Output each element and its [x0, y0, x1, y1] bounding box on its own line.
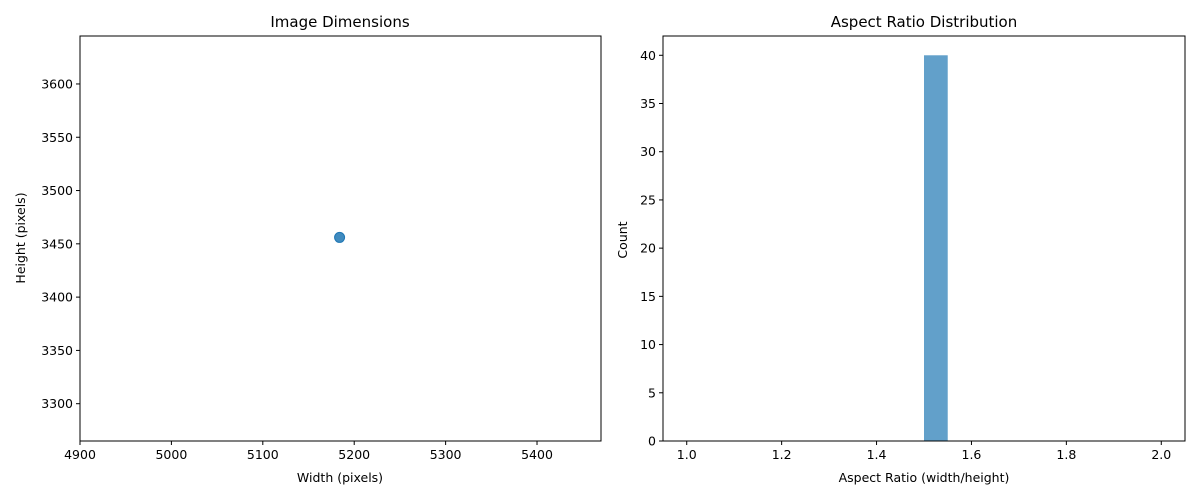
histogram-chart-title: Aspect Ratio Distribution — [831, 13, 1018, 31]
histogram-x-axis: 1.0 1.2 1.4 1.6 1.8 2.0 — [677, 441, 1171, 462]
scatter-y-tick-label: 3550 — [41, 130, 73, 145]
scatter-x-tick-label: 5400 — [521, 447, 553, 462]
histogram-x-tick-label: 1.4 — [867, 447, 887, 462]
histogram-x-tick-label: 2.0 — [1151, 447, 1171, 462]
scatter-x-tick-label: 5100 — [247, 447, 279, 462]
histogram-y-tick-label: 0 — [648, 434, 656, 449]
histogram-y-axis: 0 5 10 15 20 25 30 35 40 — [640, 48, 663, 449]
histogram-y-tick-label: 40 — [640, 48, 656, 63]
scatter-plot-frame — [79, 35, 602, 442]
scatter-y-tick-label: 3600 — [41, 76, 73, 91]
histogram-y-tick-label: 25 — [640, 192, 656, 207]
histogram-x-tick-label: 1.2 — [772, 447, 792, 462]
scatter-chart: Image Dimensions 4900 5000 5100 5200 5300 540… — [13, 13, 602, 485]
scatter-point — [334, 231, 346, 243]
scatter-x-axis-label: Width (pixels) — [297, 470, 383, 485]
histogram-y-tick-label: 30 — [640, 144, 656, 159]
scatter-x-tick-label: 4900 — [64, 447, 96, 462]
histogram-plot-frame — [662, 35, 1186, 442]
histogram-y-tick-label: 15 — [640, 289, 656, 304]
histogram-y-tick-label: 10 — [640, 337, 656, 352]
scatter-x-tick-label: 5300 — [430, 447, 462, 462]
histogram-x-tick-label: 1.8 — [1056, 447, 1076, 462]
histogram-y-axis-label: Count — [615, 221, 630, 258]
scatter-y-axis: 3300 3350 3400 3450 3500 3550 3600 — [41, 76, 80, 411]
scatter-y-axis-label: Height (pixels) — [13, 192, 28, 283]
scatter-x-tick-label: 5000 — [155, 447, 187, 462]
histogram-x-tick-label: 1.0 — [677, 447, 697, 462]
scatter-y-tick-label: 3350 — [41, 343, 73, 358]
histogram-x-tick-label: 1.6 — [962, 447, 982, 462]
scatter-chart-title: Image Dimensions — [270, 13, 409, 31]
scatter-y-tick-label: 3400 — [41, 290, 73, 305]
histogram-bar — [924, 55, 948, 442]
scatter-points — [334, 231, 346, 243]
scatter-y-tick-label: 3450 — [41, 236, 73, 251]
histogram-bars — [924, 55, 948, 442]
histogram-y-tick-label: 20 — [640, 241, 656, 256]
scatter-y-tick-label: 3300 — [41, 396, 73, 411]
scatter-x-tick-label: 5200 — [338, 447, 370, 462]
histogram-chart: Aspect Ratio Distribution 1.0 1.2 1.4 1.6 1.… — [615, 13, 1186, 485]
histogram-y-tick-label: 35 — [640, 96, 656, 111]
histogram-x-axis-label: Aspect Ratio (width/height) — [839, 470, 1010, 485]
histogram-y-tick-label: 5 — [648, 385, 656, 400]
scatter-y-tick-label: 3500 — [41, 183, 73, 198]
scatter-x-axis: 4900 5000 5100 5200 5300 5400 — [64, 441, 553, 462]
